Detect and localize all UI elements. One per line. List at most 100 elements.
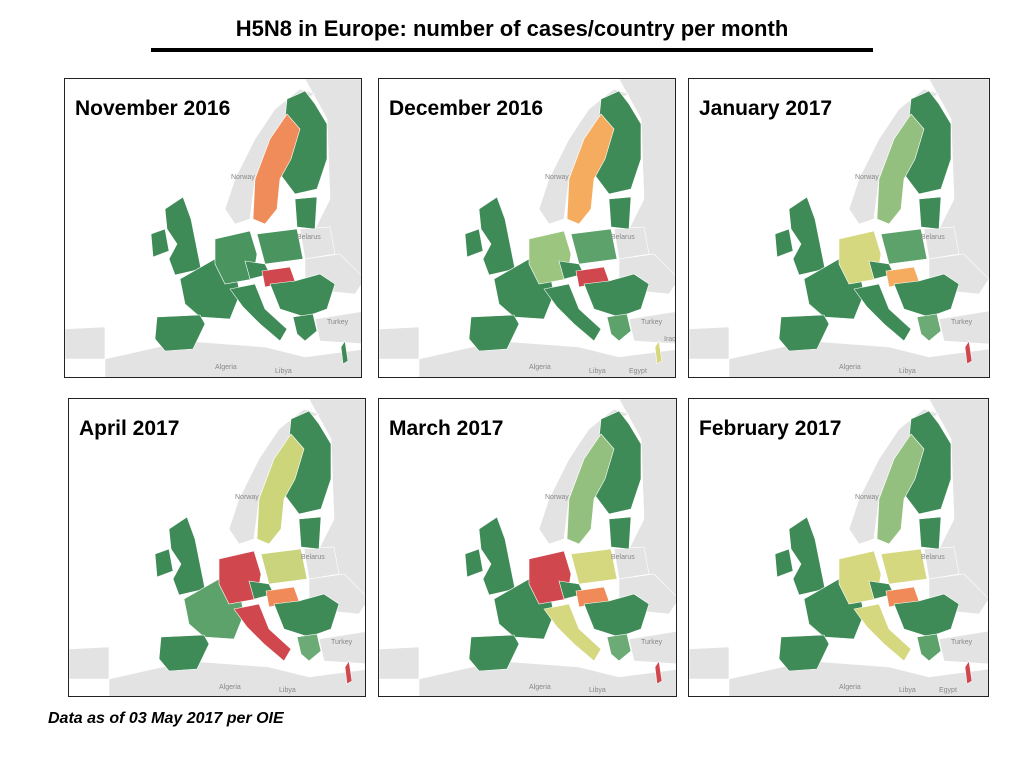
region <box>214 230 258 285</box>
region <box>628 311 675 345</box>
region <box>570 548 618 585</box>
place-label: Norway <box>855 174 879 181</box>
region <box>528 230 572 285</box>
map: Norway Belarus Turkey Algeria Libya <box>65 79 361 377</box>
region <box>570 228 618 265</box>
region <box>918 196 942 230</box>
region <box>876 433 925 545</box>
region <box>256 228 304 265</box>
region <box>606 313 632 342</box>
place-label: Iraq <box>664 336 675 343</box>
region <box>218 550 262 605</box>
region <box>296 633 322 662</box>
region <box>294 196 318 230</box>
region <box>689 646 730 680</box>
panel-title: April 2017 <box>79 417 180 440</box>
region <box>916 313 942 342</box>
place-label: Libya <box>589 368 606 375</box>
region <box>69 646 110 680</box>
region <box>256 433 305 545</box>
region <box>788 516 826 596</box>
region <box>838 230 882 285</box>
region <box>606 633 632 662</box>
region <box>478 516 516 596</box>
panel-title: November 2016 <box>75 97 231 120</box>
region <box>654 660 663 685</box>
place-label: Norway <box>235 494 259 501</box>
place-label: Turkey <box>641 639 663 646</box>
region <box>628 631 676 665</box>
place-label: Turkey <box>951 319 973 326</box>
region <box>65 326 106 360</box>
panel-title: January 2017 <box>699 97 833 120</box>
region <box>876 113 925 225</box>
map-panel: Norway Belarus Turkey Algeria Libya Egypt Febr… <box>688 398 989 697</box>
region <box>379 326 420 360</box>
region <box>880 548 928 585</box>
region <box>774 228 794 258</box>
region <box>233 603 292 662</box>
region <box>299 226 336 260</box>
region <box>853 603 912 662</box>
place-label: Egypt <box>939 687 957 694</box>
region <box>104 340 361 377</box>
region <box>916 633 942 662</box>
footnote: Data as of 03 May 2017 per OIE <box>48 710 284 727</box>
place-label: Belarus <box>921 554 945 561</box>
place-label: Norway <box>545 174 569 181</box>
region <box>918 516 942 550</box>
map-panel: Norway Belarus Turkey Algeria Libya Egypt Iraq… <box>378 78 676 378</box>
place-label: Libya <box>899 687 916 694</box>
place-label: Libya <box>279 687 296 694</box>
map-panel: Norway Belarus Turkey Algeria Libya January 2… <box>688 78 990 378</box>
place-label: Belarus <box>921 234 945 241</box>
region <box>964 340 973 365</box>
region <box>964 660 973 685</box>
region <box>318 631 365 665</box>
place-label: Belarus <box>611 234 635 241</box>
region <box>292 313 318 342</box>
region <box>468 634 520 672</box>
region <box>168 516 206 596</box>
region <box>464 228 484 258</box>
region <box>478 196 516 276</box>
region <box>344 660 353 685</box>
region <box>893 273 960 318</box>
place-label: Algeria <box>839 684 861 691</box>
region <box>468 314 520 352</box>
place-label: Norway <box>855 494 879 501</box>
region <box>164 196 202 276</box>
region <box>150 228 170 258</box>
map: Norway Belarus Turkey Algeria Libya <box>689 79 989 377</box>
region <box>774 548 794 578</box>
region <box>314 311 361 345</box>
place-label: Turkey <box>331 639 353 646</box>
place-label: Algeria <box>529 684 551 691</box>
region <box>838 550 882 605</box>
place-label: Norway <box>545 494 569 501</box>
region <box>260 548 308 585</box>
region <box>158 634 210 672</box>
region <box>273 593 340 638</box>
place-label: Belarus <box>611 554 635 561</box>
panel-title: March 2017 <box>389 417 504 440</box>
region <box>464 548 484 578</box>
region <box>543 283 602 342</box>
region <box>608 196 632 230</box>
map: Norway Belarus Turkey Algeria Libya <box>379 399 676 696</box>
region <box>613 546 650 580</box>
region <box>654 340 663 365</box>
region <box>303 546 340 580</box>
place-label: Turkey <box>327 319 349 326</box>
region <box>778 314 830 352</box>
region <box>229 283 288 342</box>
region <box>269 273 336 318</box>
slide-title: H5N8 in Europe: number of cases/country … <box>235 16 789 41</box>
region <box>154 314 206 352</box>
place-label: Belarus <box>297 234 321 241</box>
map: Norway Belarus Turkey Algeria Libya Egypt Iraq <box>379 79 675 377</box>
region <box>938 630 988 665</box>
panel-title: February 2017 <box>699 417 842 440</box>
region <box>788 196 826 276</box>
